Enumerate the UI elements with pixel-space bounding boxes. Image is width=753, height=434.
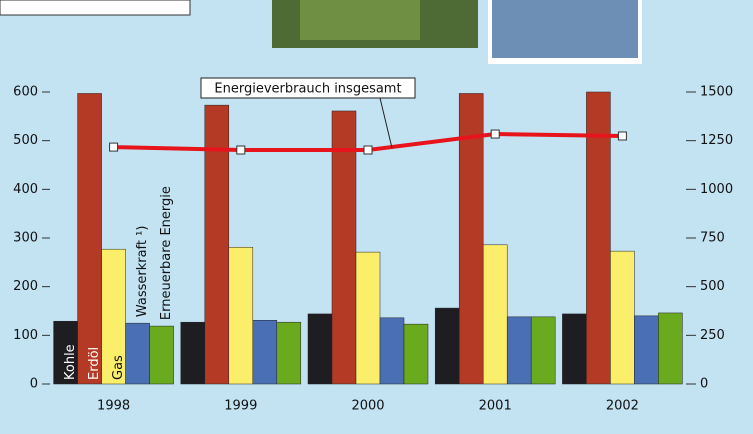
bar bbox=[125, 322, 150, 385]
x-tick-label: 1999 bbox=[224, 399, 257, 414]
bar bbox=[658, 312, 683, 385]
top-box bbox=[0, 0, 191, 16]
y2-tick-label: 1250 bbox=[700, 133, 733, 148]
legend-label: Kohle bbox=[63, 344, 78, 380]
legend-label: Gas bbox=[111, 355, 126, 380]
bar bbox=[228, 246, 254, 385]
x-tick-label: 2000 bbox=[351, 399, 384, 414]
y-tick-label: 600 bbox=[13, 85, 38, 100]
bar bbox=[610, 250, 635, 385]
bar bbox=[276, 321, 302, 385]
bar bbox=[458, 93, 484, 385]
bar bbox=[204, 104, 230, 385]
x-tick-label: 2001 bbox=[479, 399, 512, 414]
y2-tick-label: 1500 bbox=[700, 85, 733, 100]
bar bbox=[530, 316, 556, 385]
legend-label: Erdöl bbox=[87, 347, 102, 380]
bar bbox=[506, 316, 532, 385]
y2-tick-label: 1000 bbox=[700, 182, 733, 197]
bar bbox=[53, 320, 78, 385]
y-tick-label: 0 bbox=[30, 377, 38, 392]
bar bbox=[180, 321, 206, 385]
y2-tick-label: 250 bbox=[700, 328, 725, 343]
bar bbox=[149, 325, 174, 385]
annotation-box bbox=[200, 77, 416, 99]
bar bbox=[77, 93, 102, 385]
bar bbox=[252, 319, 278, 385]
x-tick-label: 2002 bbox=[606, 399, 639, 414]
line-marker bbox=[490, 129, 500, 139]
line-marker bbox=[363, 145, 373, 155]
bar bbox=[634, 315, 659, 385]
annotation-leader bbox=[379, 97, 393, 149]
bar bbox=[379, 317, 405, 385]
legend-label: Wasserkraft ¹) bbox=[135, 226, 150, 318]
y-tick-label: 300 bbox=[13, 231, 38, 246]
bar bbox=[482, 244, 508, 385]
bar bbox=[307, 313, 333, 385]
bar bbox=[331, 110, 357, 385]
line-marker bbox=[236, 145, 246, 155]
bar bbox=[355, 251, 381, 385]
bar bbox=[434, 307, 460, 385]
y-tick-label: 200 bbox=[13, 279, 38, 294]
line-marker bbox=[617, 131, 627, 141]
bar bbox=[586, 91, 611, 385]
y2-tick-label: 750 bbox=[700, 231, 725, 246]
legend-label: Erneuerbare Energie bbox=[159, 186, 174, 320]
y-tick-label: 100 bbox=[13, 328, 38, 343]
line-marker bbox=[109, 142, 119, 152]
bar bbox=[403, 323, 429, 385]
photo-power bbox=[492, 0, 638, 58]
photo-detail bbox=[300, 0, 420, 40]
y2-tick-label: 0 bbox=[700, 377, 708, 392]
bar bbox=[101, 248, 126, 385]
y-tick-label: 400 bbox=[13, 182, 38, 197]
bar bbox=[562, 313, 587, 385]
y-tick-label: 500 bbox=[13, 133, 38, 148]
x-tick-label: 1998 bbox=[97, 399, 130, 414]
annotation-text: Energieverbrauch insgesamt bbox=[214, 82, 401, 97]
y2-tick-label: 500 bbox=[700, 279, 725, 294]
